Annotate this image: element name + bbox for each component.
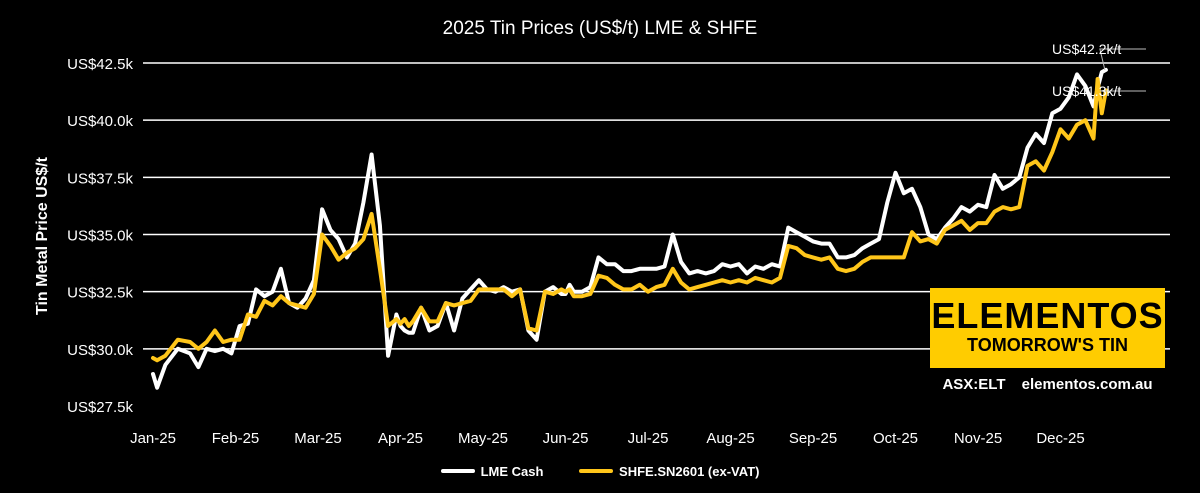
legend-item-shfe: SHFE.SN2601 (ex-VAT) — [579, 464, 759, 479]
x-tick-label: Oct-25 — [873, 430, 918, 447]
y-axis-label: Tin Metal Price US$/t — [34, 157, 51, 315]
annotation-leader — [1099, 89, 1146, 92]
shfe-line — [151, 77, 1108, 363]
logo-tagline: TOMORROW'S TIN — [967, 335, 1128, 355]
logo-brand: ELEMENTOS — [931, 295, 1164, 336]
y-tick-label: US$35.0k — [67, 228, 133, 245]
logo-ticker: ASX:ELT — [942, 376, 1006, 393]
chart-title: 2025 Tin Prices (US$/t) LME & SHFE — [442, 18, 758, 39]
logo-website: elementos.com.au — [1021, 376, 1153, 393]
y-tick-label: US$30.0k — [67, 342, 133, 359]
x-tick-label: Feb-25 — [212, 430, 260, 447]
x-tick-label: Jan-25 — [130, 430, 176, 447]
annotation-label: US$41.3k/t — [1052, 83, 1121, 99]
x-tick-label: Apr-25 — [378, 430, 423, 447]
x-tick-label: Jul-25 — [628, 430, 669, 447]
x-tick-label: Mar-25 — [294, 430, 342, 447]
series-lines — [151, 67, 1108, 390]
logo-info: ASX:ELT elementos.com.au — [930, 376, 1165, 393]
legend-item-lme: LME Cash — [440, 463, 544, 479]
legend-label-shfe: SHFE.SN2601 (ex-VAT) — [619, 463, 760, 479]
legend-swatch-lme — [440, 469, 475, 473]
x-tick-label: Nov-25 — [954, 430, 1002, 447]
x-tick-label: Aug-25 — [706, 430, 754, 447]
annotation-label: US$42.2k/t — [1052, 41, 1121, 57]
legend: LME Cash SHFE.SN2601 (ex-VAT) — [0, 461, 1200, 479]
x-tick-label: Jun-25 — [543, 430, 589, 447]
legend-label-lme: LME Cash — [480, 463, 544, 479]
lme-cash-line — [151, 67, 1108, 390]
x-tick-label: Sep-25 — [789, 430, 837, 447]
x-tick-label: May-25 — [458, 430, 508, 447]
y-axis-tick-labels: US$27.5k US$30.0k US$32.5k US$35.0k US$37.5k… — [67, 56, 133, 416]
y-tick-label: US$27.5k — [67, 399, 133, 416]
y-tick-label: US$40.0k — [67, 113, 133, 130]
annotations: US$42.2k/t US$41.3k/t — [1052, 41, 1146, 99]
annotation-leader — [1099, 48, 1146, 70]
y-tick-label: US$42.5k — [67, 56, 133, 73]
legend-swatch-shfe — [579, 469, 614, 473]
x-axis-tick-labels: Jan-25 Feb-25 Mar-25 Apr-25 May-25 Jun-25 Jul-… — [130, 430, 1085, 447]
x-tick-label: Dec-25 — [1036, 430, 1084, 447]
y-tick-label: US$37.5k — [67, 170, 133, 187]
elementos-logo: ELEMENTOS TOMORROW'S TIN — [930, 288, 1165, 368]
y-tick-label: US$32.5k — [67, 285, 133, 302]
